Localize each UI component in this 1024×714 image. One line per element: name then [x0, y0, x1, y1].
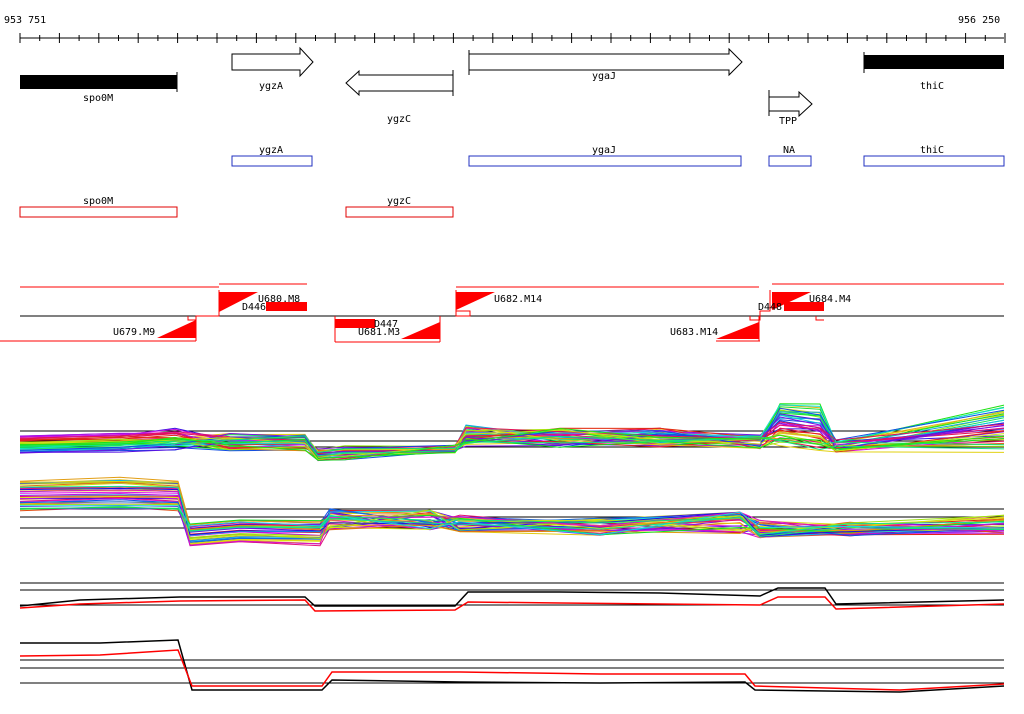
gene-label: spo0M — [83, 93, 113, 104]
gene-bar — [864, 55, 1004, 69]
antisense-box-spo0M[interactable]: spo0M — [19, 196, 178, 218]
gene-label: TPP — [779, 116, 797, 127]
segment-connector — [195, 290, 220, 341]
down-label-D446[interactable]: D446 — [242, 302, 266, 313]
expression-profile-line — [19, 505, 1005, 536]
down-label-D448[interactable]: D448 — [758, 302, 782, 313]
segmentation-track: U680.M8 U682.M14 U684.M4 U679.M9 U681.M3… — [0, 283, 1004, 343]
segment-ramp — [157, 320, 196, 338]
gene-label: ygzC — [387, 114, 411, 125]
segment-label-U683[interactable]: U683.M14 — [670, 327, 718, 338]
segment-ramp — [772, 292, 811, 310]
segment-ramp — [456, 292, 495, 310]
expression-profile-line — [19, 427, 1005, 461]
feature-box-NA[interactable]: NA — [768, 145, 812, 167]
expression-profile-line — [19, 428, 1005, 459]
feature-box-thiC[interactable]: thiC — [863, 145, 1005, 167]
gene-label: ygaJ — [592, 71, 616, 82]
gene-thiC[interactable]: thiC — [863, 52, 1004, 92]
gene-TPP[interactable]: TPP — [768, 90, 813, 127]
segment-connector — [187, 316, 196, 321]
expression-profile-line — [19, 412, 1005, 460]
segment-connector — [815, 316, 824, 321]
segment-ramp — [716, 322, 759, 339]
summary-line-red — [19, 649, 1005, 691]
feature-box-ygaJ[interactable]: ygaJ — [468, 145, 742, 167]
segment-label-U680[interactable]: U680.M8 — [258, 294, 300, 305]
down-label-D447[interactable]: D447 — [374, 319, 398, 330]
down-segment-bar — [335, 319, 375, 328]
feature-label: thiC — [920, 145, 944, 156]
feature-box-ygzA[interactable]: ygzA — [231, 145, 313, 167]
antisense-box-ygzC[interactable]: ygzC — [345, 196, 454, 218]
gene-label: ygzA — [259, 81, 283, 92]
gene-ygaJ[interactable]: ygaJ — [468, 47, 743, 82]
expression-profiles-reverse — [19, 476, 1005, 547]
summary-line-black — [19, 587, 1005, 607]
feature-label: ygzA — [259, 145, 283, 156]
segment-ramp — [401, 322, 440, 339]
gene-spo0M[interactable]: spo0M — [20, 72, 178, 104]
antisense-label: ygzC — [387, 196, 411, 207]
expression-profile-line — [19, 435, 1005, 454]
segment-label-U682[interactable]: U682.M14 — [494, 294, 542, 305]
expression-profile-line — [19, 429, 1005, 461]
expression-profile-line — [19, 476, 1005, 533]
down-segment-bar — [266, 302, 307, 311]
gene-label: thiC — [920, 81, 944, 92]
expression-profile-line — [19, 421, 1005, 461]
segment-label-U681[interactable]: U681.M3 — [358, 327, 400, 338]
end-coordinate: 956 250 — [958, 15, 1000, 26]
gene-ygzA[interactable]: ygzA — [231, 46, 314, 92]
expression-profile-line — [19, 489, 1005, 546]
segment-label-U679[interactable]: U679.M9 — [113, 327, 155, 338]
ruler-ticks — [19, 33, 1006, 43]
segment-ramp — [219, 292, 258, 312]
summary-line-black — [20, 639, 1005, 693]
feature-label: ygaJ — [592, 145, 616, 156]
start-coordinate: 953 751 — [4, 15, 46, 26]
gene-bar — [20, 75, 177, 89]
antisense-label: spo0M — [83, 196, 113, 207]
expression-profiles-forward — [19, 403, 1005, 462]
segment-connector — [749, 290, 771, 321]
down-segment-bar — [784, 302, 824, 311]
coordinate-ruler — [19, 33, 1006, 43]
summary-profile-reverse — [19, 639, 1005, 693]
expression-profile-line — [19, 507, 1005, 537]
expression-profile-line — [19, 436, 1005, 457]
feature-label: NA — [783, 145, 795, 156]
segment-label-U684[interactable]: U684.M4 — [809, 294, 851, 305]
summary-line-red — [19, 596, 1005, 612]
gene-ygzC[interactable]: ygzC — [345, 69, 454, 125]
expression-profile-line — [19, 485, 1005, 536]
summary-profile-forward — [19, 582, 1005, 612]
